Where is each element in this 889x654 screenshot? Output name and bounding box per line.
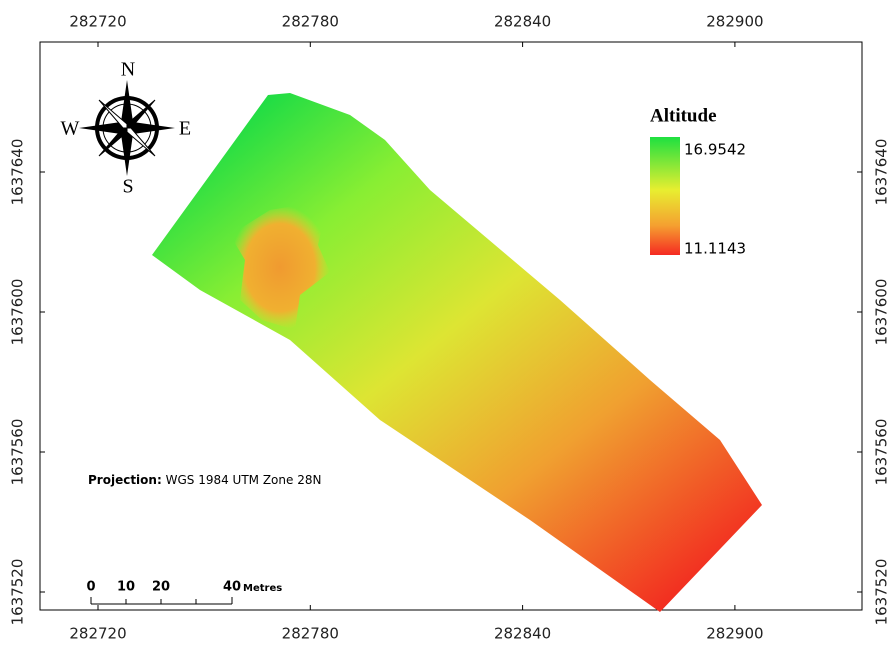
x-tick-label-bottom: 282780 <box>282 625 339 643</box>
map: N S E W Altitude 16.9542 11.1143 Project… <box>0 0 889 654</box>
compass-east: E <box>179 118 191 140</box>
scale-label: 10 <box>117 580 135 595</box>
scale-label: 40 <box>223 580 241 595</box>
projection-label: Projection: <box>88 473 162 487</box>
scale-label: 20 <box>152 580 170 595</box>
x-tick-label-top: 282840 <box>494 13 551 31</box>
compass-north: N <box>121 59 135 81</box>
x-tick-label-bottom: 282720 <box>69 625 126 643</box>
x-tick-label-top: 282780 <box>282 13 339 31</box>
legend-low: 11.1143 <box>684 240 746 258</box>
projection: Projection: WGS 1984 UTM Zone 28N <box>88 473 321 487</box>
scale-unit: Metres <box>243 583 282 594</box>
y-tick-label-left: 1637600 <box>9 279 27 346</box>
page: {"map": { "xticks": [282720, 282780, 282… <box>0 0 889 654</box>
y-tick-label-left: 1637520 <box>9 559 27 626</box>
y-tick-label-right: 1637640 <box>873 139 889 206</box>
legend-high: 16.9542 <box>684 141 746 159</box>
y-tick-label-left: 1637640 <box>9 139 27 206</box>
y-tick-label-right: 1637520 <box>873 559 889 626</box>
y-tick-label-right: 1637560 <box>873 419 889 486</box>
legend-title: Altitude <box>650 105 717 126</box>
x-tick-label-bottom: 282900 <box>706 625 763 643</box>
x-tick-label-bottom: 282840 <box>494 625 551 643</box>
legend-ramp <box>650 137 680 255</box>
scale-label: 0 <box>86 580 95 595</box>
x-tick-label-top: 282900 <box>706 13 763 31</box>
compass-west: W <box>61 118 80 140</box>
compass-south: S <box>122 176 133 198</box>
x-tick-label-top: 282720 <box>69 13 126 31</box>
y-tick-label-right: 1637600 <box>873 279 889 346</box>
projection-value: WGS 1984 UTM Zone 28N <box>166 473 322 487</box>
y-tick-label-left: 1637560 <box>9 419 27 486</box>
